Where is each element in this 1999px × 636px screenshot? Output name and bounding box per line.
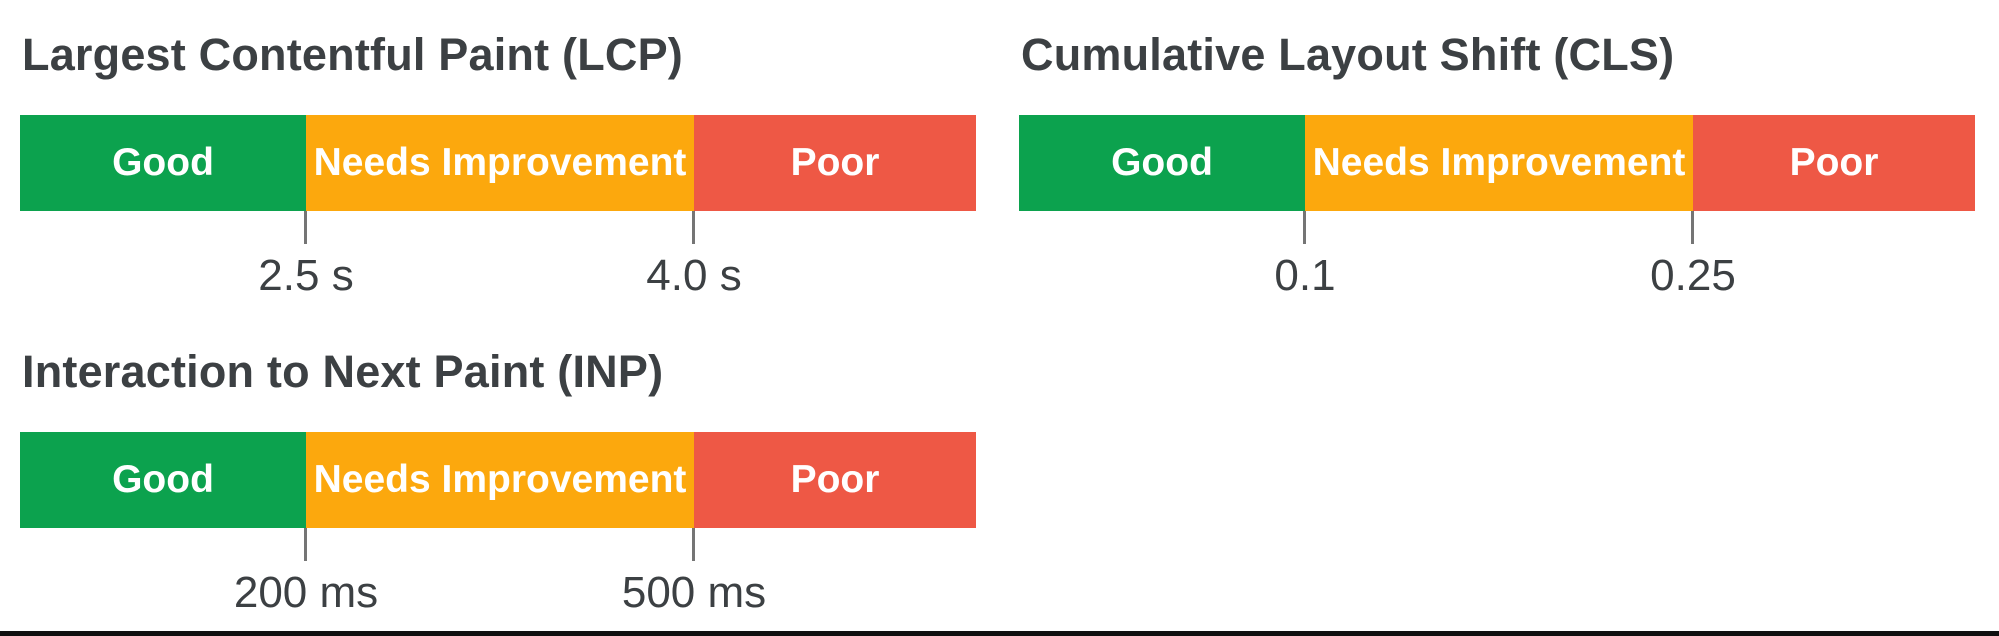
cls-threshold-tick-2 (1691, 211, 1694, 244)
lcp-threshold-tick-2 (692, 211, 695, 244)
inp-good-label: Good (112, 458, 214, 501)
cls-poor-segment: Poor (1693, 115, 1975, 211)
lcp-section: Largest Contentful Paint (LCP) Good Need… (20, 29, 976, 320)
inp-poor-label: Poor (790, 458, 880, 501)
lcp-needs-improvement-label: Needs Improvement (313, 141, 687, 184)
cls-needs-improvement-segment: Needs Improvement (1305, 115, 1693, 211)
lcp-good-segment: Good (20, 115, 306, 211)
cls-section: Cumulative Layout Shift (CLS) Good Needs… (1019, 29, 1975, 320)
cls-good-segment: Good (1019, 115, 1305, 211)
cls-threshold-bar: Good Needs Improvement Poor (1019, 115, 1975, 211)
cls-poor-label: Poor (1789, 141, 1879, 184)
lcp-title: Largest Contentful Paint (LCP) (22, 29, 683, 80)
cls-title: Cumulative Layout Shift (CLS) (1021, 29, 1675, 80)
inp-threshold-value-2: 500 ms (621, 568, 767, 617)
inp-title: Interaction to Next Paint (INP) (22, 346, 664, 397)
cls-needs-improvement-label: Needs Improvement (1312, 141, 1686, 184)
lcp-threshold-bar: Good Needs Improvement Poor (20, 115, 976, 211)
lcp-poor-segment: Poor (694, 115, 976, 211)
lcp-threshold-tick-1 (304, 211, 307, 244)
inp-poor-segment: Poor (694, 432, 976, 528)
cls-threshold-value-2: 0.25 (1650, 251, 1736, 300)
cls-threshold-value-1: 0.1 (1274, 251, 1336, 300)
lcp-threshold-value-2: 4.0 s (646, 251, 742, 300)
bottom-divider-rule (0, 631, 1999, 636)
lcp-needs-improvement-segment: Needs Improvement (306, 115, 694, 211)
inp-threshold-bar: Good Needs Improvement Poor (20, 432, 976, 528)
inp-needs-improvement-segment: Needs Improvement (306, 432, 694, 528)
inp-threshold-value-1: 200 ms (233, 568, 379, 617)
lcp-poor-label: Poor (790, 141, 880, 184)
inp-threshold-tick-1 (304, 528, 307, 561)
inp-good-segment: Good (20, 432, 306, 528)
lcp-threshold-value-1: 2.5 s (258, 251, 354, 300)
inp-threshold-tick-2 (692, 528, 695, 561)
inp-section: Interaction to Next Paint (INP) Good Nee… (20, 346, 976, 636)
lcp-good-label: Good (112, 141, 214, 184)
inp-needs-improvement-label: Needs Improvement (313, 458, 687, 501)
cls-good-label: Good (1111, 141, 1213, 184)
cls-threshold-tick-1 (1303, 211, 1306, 244)
